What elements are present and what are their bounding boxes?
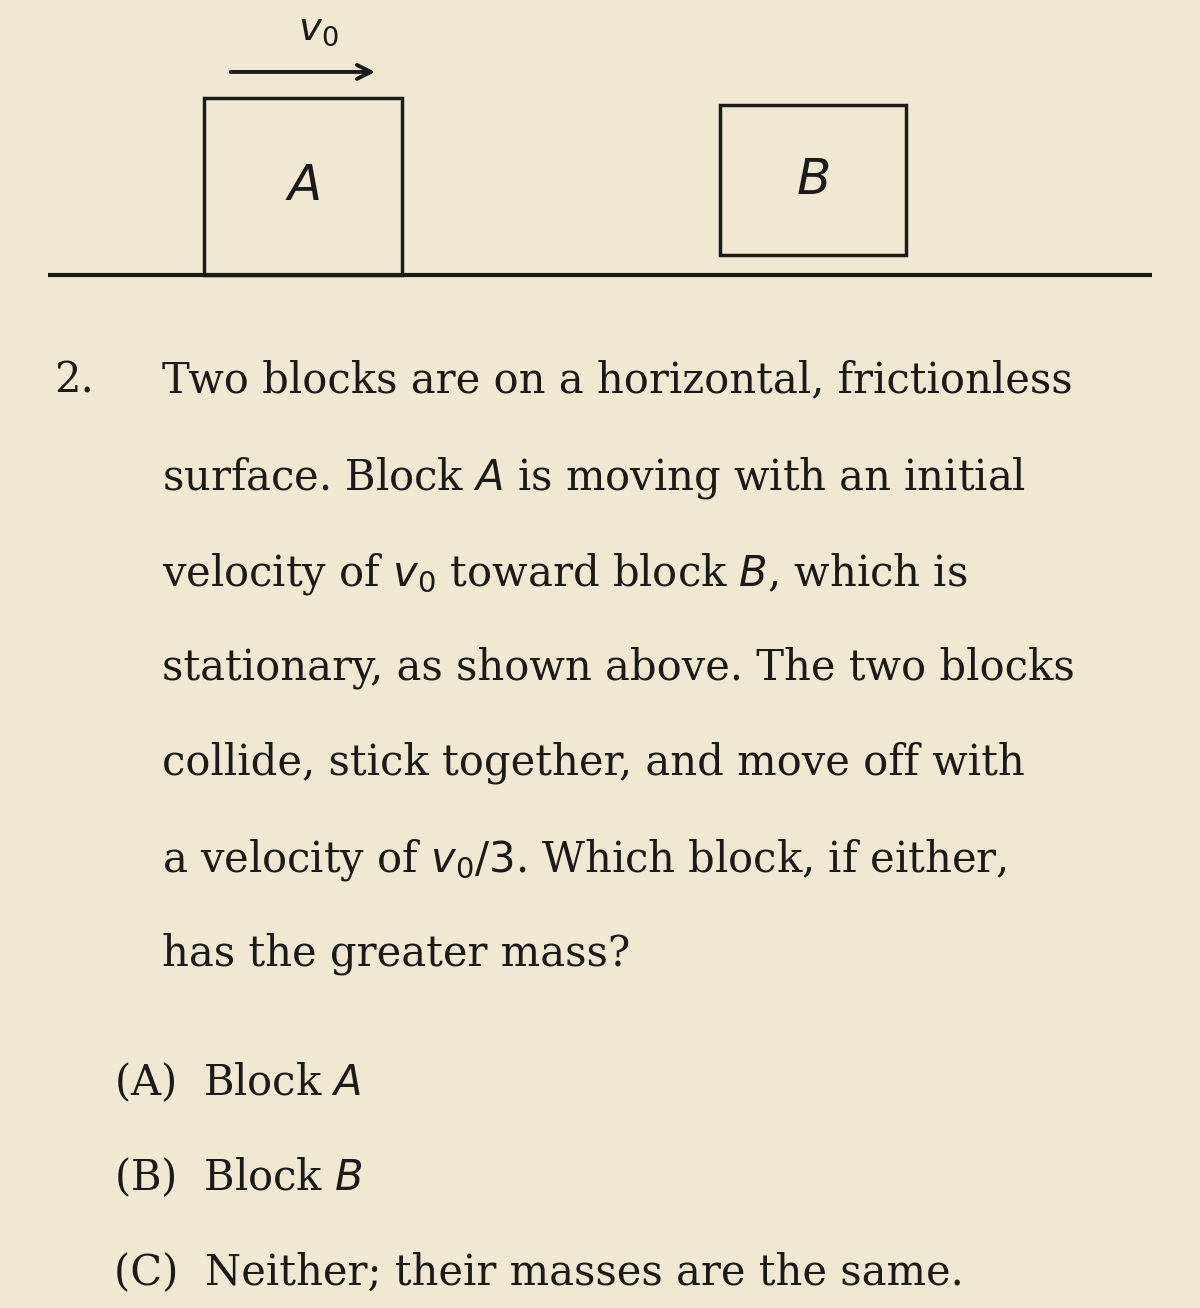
Text: stationary, as shown above. The two blocks: stationary, as shown above. The two bloc… [162,646,1075,688]
Bar [204,98,402,275]
Bar [720,105,906,255]
Text: (C)  Neither; their masses are the same.: (C) Neither; their masses are the same. [114,1252,964,1294]
Text: velocity of $v_0$ toward block $B$, which is: velocity of $v_0$ toward block $B$, whic… [162,551,967,596]
Text: (B)  Block $B$: (B) Block $B$ [114,1156,362,1199]
Text: $A$: $A$ [286,162,320,211]
Text: surface. Block $A$ is moving with an initial: surface. Block $A$ is moving with an ini… [162,455,1026,501]
Text: has the greater mass?: has the greater mass? [162,933,630,974]
Text: (A)  Block $A$: (A) Block $A$ [114,1061,361,1104]
Text: Two blocks are on a horizontal, frictionless: Two blocks are on a horizontal, friction… [162,360,1073,402]
Text: collide, stick together, and move off with: collide, stick together, and move off wi… [162,742,1025,783]
Text: $B$: $B$ [797,156,829,204]
Text: a velocity of $v_0/3$. Which block, if either,: a velocity of $v_0/3$. Which block, if e… [162,837,1007,883]
Text: 2.: 2. [54,360,94,402]
Text: $v_0$: $v_0$ [298,10,338,48]
